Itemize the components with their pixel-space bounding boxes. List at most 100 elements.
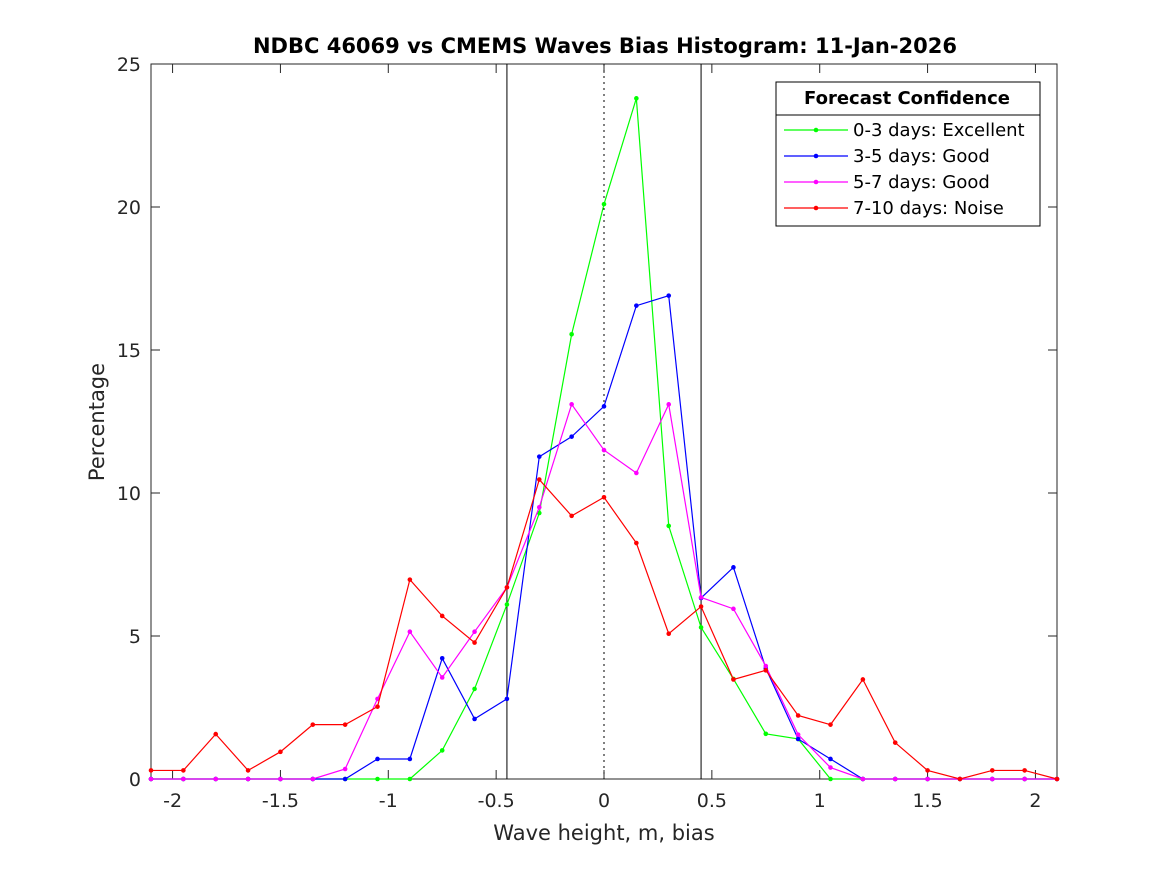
data-point [601,447,607,453]
x-tick-label: 1.5 [912,790,942,812]
data-point [795,732,801,737]
y-tick-label: 0 [129,769,141,791]
data-point [601,404,607,409]
y-tick-label: 5 [129,626,141,648]
x-tick-label: 2 [1029,790,1041,812]
data-point [666,523,672,529]
data-point [504,602,510,607]
data-point [439,675,445,680]
data-point [375,776,380,782]
data-point [148,768,154,773]
data-point [731,677,736,682]
data-point [213,731,219,737]
data-point [472,640,477,645]
data-point [407,756,413,762]
data-point [795,736,801,742]
series-4 [148,477,1060,782]
data-point [634,470,639,476]
data-point [925,776,930,782]
data-point [536,477,542,482]
data-point [569,513,574,519]
data-point [472,686,477,692]
data-point [828,756,833,762]
data-point [407,629,413,635]
data-point [601,494,607,500]
y-tick-label: 15 [117,340,141,362]
data-point [634,303,639,308]
data-point [860,677,866,682]
data-point [342,722,348,727]
legend-title: Forecast Confidence [804,88,1010,109]
data-point [892,776,898,782]
legend-entry-1: 0-3 days: Excellent [784,120,1025,141]
data-point [763,668,769,673]
data-point [957,776,963,782]
data-point [278,749,283,755]
data-point [569,402,574,407]
data-point [666,402,672,407]
data-point [148,776,154,782]
legend-label: 3-5 days: Good [853,146,990,167]
data-point [213,776,219,782]
data-point [342,776,348,782]
x-axis-label: Wave height, m, bias [493,821,714,845]
series-3 [148,402,1060,782]
data-point [407,577,413,582]
legend-entry-2: 3-5 days: Good [784,146,990,167]
data-point [439,613,445,619]
data-point [472,629,477,635]
data-point [245,776,251,782]
data-point [1022,776,1027,782]
y-tick-label: 25 [117,54,141,76]
x-tick-label: -0.5 [478,790,515,812]
data-point [828,776,833,782]
legend-box [775,81,1041,227]
legend: Forecast Confidence 0-3 days: Excellent 3… [775,81,1041,227]
legend-entry-3: 5-7 days: Good [784,172,990,193]
x-tick-label: -2 [163,790,182,812]
x-tick-label: 1 [814,790,826,812]
data-point [860,776,866,782]
data-point [698,595,704,600]
data-point [310,722,316,727]
data-point [763,663,769,669]
data-point [439,748,445,753]
data-point [828,722,833,727]
data-point [278,776,283,782]
data-point [536,510,542,516]
data-point [504,696,510,702]
legend-label: 0-3 days: Excellent [853,120,1025,141]
data-point [666,293,672,298]
y-tick-label: 10 [117,483,141,505]
data-point [925,768,930,773]
legend-swatch-marker [813,179,819,185]
data-point [472,716,477,722]
legend-swatch-marker [813,205,819,211]
data-point [989,768,995,773]
x-tick-label: 0.5 [697,790,727,812]
data-point [892,740,898,745]
data-point [569,331,574,337]
data-point [763,731,769,737]
legend-label: 7-10 days: Noise [853,198,1004,219]
data-point [666,631,672,637]
data-point [181,768,186,773]
legend-swatch-marker [813,153,819,159]
data-point [375,704,380,709]
legend-swatch-marker [813,127,819,133]
x-tick-label: -1 [379,790,398,812]
data-point [634,540,639,546]
data-point [504,585,510,590]
x-tick-label: -1.5 [262,790,299,812]
data-point [536,454,542,459]
data-point [601,201,607,207]
data-point [634,96,639,101]
data-point [795,713,801,718]
y-axis-label: Percentage [85,363,109,481]
data-point [407,776,413,782]
data-point [375,756,380,762]
legend-entry-4: 7-10 days: Noise [784,198,1004,219]
data-point [342,766,348,772]
